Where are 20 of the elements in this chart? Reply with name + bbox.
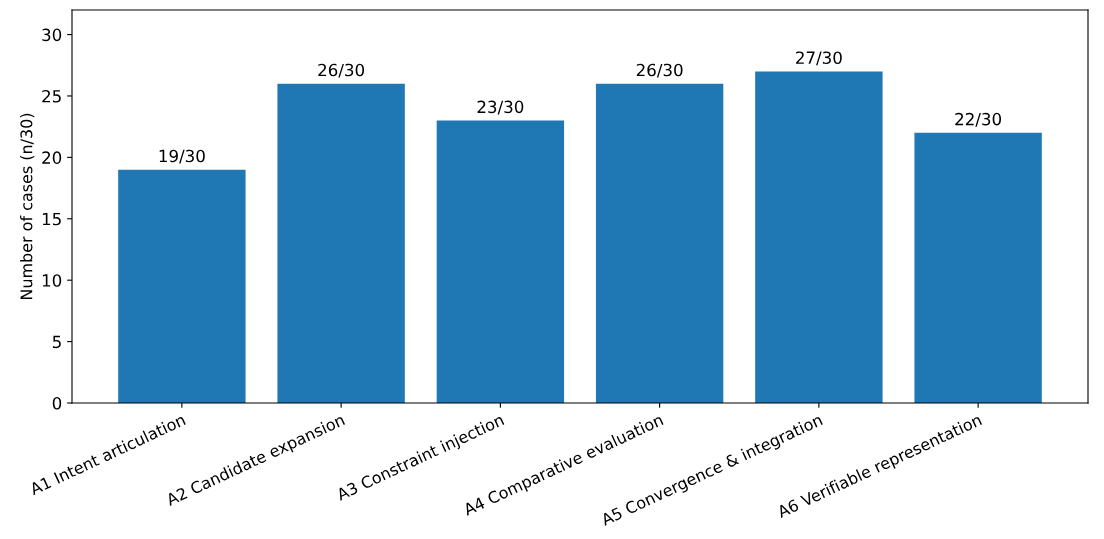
y-tick-label: 30 bbox=[42, 28, 62, 42]
data-label: 19/30 bbox=[159, 149, 205, 164]
y-tick-label: 0 bbox=[52, 396, 62, 410]
bar bbox=[118, 169, 246, 403]
data-label: 27/30 bbox=[796, 51, 842, 66]
data-label: 22/30 bbox=[955, 112, 1002, 127]
bar bbox=[436, 120, 565, 403]
y-tick-label: 25 bbox=[42, 89, 61, 103]
bar bbox=[595, 83, 724, 403]
y-tick-label: 5 bbox=[52, 335, 61, 349]
bar bbox=[277, 83, 405, 403]
y-tick-label: 10 bbox=[42, 274, 62, 287]
data-label: 23/30 bbox=[477, 100, 524, 115]
bar bbox=[914, 132, 1042, 403]
data-label: 26/30 bbox=[318, 63, 365, 78]
y-axis-title: Number of cases (n/30) bbox=[20, 113, 35, 299]
y-tick-label: 20 bbox=[42, 151, 62, 164]
data-label: 26/30 bbox=[636, 63, 683, 78]
y-tick-label: 15 bbox=[42, 212, 61, 226]
bar bbox=[755, 71, 883, 403]
